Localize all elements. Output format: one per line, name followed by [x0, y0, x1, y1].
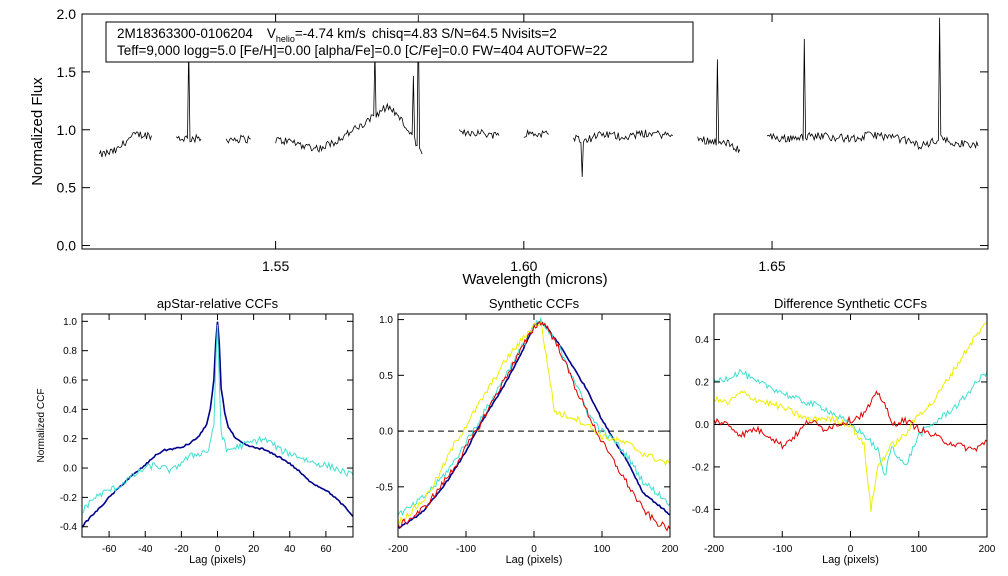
- y-tick-label: 0.2: [63, 434, 77, 445]
- x-tick-label: -20: [174, 544, 189, 555]
- annotation-line1-v-val: =-4.74 km/s: [295, 26, 366, 41]
- panel-difference-ccf: -200 -100 0 100 200 -0.4 -0.2 0.0 0.2 0.4 Differen…: [692, 296, 996, 566]
- y-tick-label: 0.4: [63, 405, 77, 416]
- y-axis-label: Normalized Flux: [29, 77, 46, 186]
- panel-spectrum: 1.55 1.60 1.65 0.0 0.5 1.0 1.5 2.0 Wavelength (m…: [29, 6, 989, 288]
- panel-title: Synthetic CCFs: [489, 296, 580, 311]
- x-tick-label: 20: [248, 544, 260, 555]
- y-tick-label: 0.0: [63, 464, 77, 475]
- annotation-line1-v: V: [267, 26, 276, 41]
- y-tick-label: 1.0: [57, 122, 77, 138]
- panel-apstar-ccf: -60 -40 -20 0 20 40 60 -0.4 -0.2 0.0 0.2 0.4 0.6 0.8 1…: [36, 296, 354, 566]
- x-tick-label: 60: [320, 544, 332, 555]
- series-visit-2: [82, 324, 353, 513]
- x-tick-label: 200: [662, 544, 679, 555]
- x-axis-label: Lag (pixels): [506, 554, 563, 566]
- x-tick-label: 0: [215, 544, 221, 555]
- y-tick-label: 0.5: [57, 180, 77, 196]
- annotation-line1-id: 2M18363300-0106204: [117, 26, 253, 41]
- x-tick-label: -100: [456, 544, 476, 555]
- x-axis-label: Lag (pixels): [189, 554, 246, 566]
- x-tick-label: -200: [388, 544, 408, 555]
- annotation-line-1: 2M18363300-0106204 Vhelio=-4.74 km/s chisq…: [117, 26, 557, 44]
- panel-title: apStar-relative CCFs: [157, 296, 279, 311]
- x-tick-label: 0: [531, 544, 537, 555]
- y-tick-label: 2.0: [57, 6, 77, 22]
- y-tick-label: 0.0: [57, 238, 77, 254]
- plot-frame: [397, 313, 671, 538]
- x-tick-label: 200: [979, 544, 996, 555]
- y-tick-label: 0.8: [63, 346, 77, 357]
- y-tick-label: -0.4: [60, 522, 78, 533]
- y-tick-label: 0.0: [379, 427, 393, 438]
- x-tick-label: -40: [138, 544, 153, 555]
- y-tick-label: 1.0: [63, 317, 77, 328]
- y-tick-label: -0.4: [692, 505, 710, 516]
- y-tick-label: 0.6: [63, 376, 77, 387]
- y-tick-label: 0.5: [379, 371, 393, 382]
- series-visit-3: [398, 320, 670, 527]
- x-tick-label: 40: [284, 544, 296, 555]
- y-tick-label: 0.4: [695, 335, 709, 346]
- x-tick-label: 1.65: [758, 258, 785, 274]
- series-visit-3: [714, 322, 987, 513]
- x-axis-label: Wavelength (microns): [462, 271, 607, 288]
- x-tick-label: 1.55: [262, 258, 289, 274]
- panel-title: Difference Synthetic CCFs: [774, 296, 927, 311]
- y-tick-label: 0.0: [695, 420, 709, 431]
- series-visit-1: [82, 321, 353, 528]
- x-tick-label: 100: [594, 544, 611, 555]
- y-axis-label: Normalized CCF: [36, 389, 47, 463]
- series-visit-4: [714, 390, 987, 453]
- x-axis-label: Lag (pixels): [822, 554, 879, 566]
- y-tick-label: 1.0: [379, 315, 393, 326]
- y-tick-label: 0.2: [695, 377, 709, 388]
- y-tick-label: 1.5: [57, 64, 77, 80]
- annotation-line1-v-sub: helio: [276, 34, 295, 44]
- x-tick-label: -200: [704, 544, 724, 555]
- y-tick-label: -0.2: [60, 493, 78, 504]
- y-tick-label: -0.2: [692, 462, 710, 473]
- annotation-line-2: Teff=9,000 logg=5.0 [Fe/H]=0.00 [alpha/F…: [117, 43, 608, 58]
- x-tick-label: -60: [102, 544, 117, 555]
- panel-synthetic-ccf: -200 -100 0 100 200 -0.5 0.0 0.5 1.0 Synthetic CC…: [376, 296, 679, 566]
- x-tick-label: 0: [848, 544, 854, 555]
- x-tick-label: -100: [772, 544, 792, 555]
- plot-frame: [81, 313, 354, 538]
- plot-frame: [81, 13, 989, 250]
- annotation-box: 2M18363300-0106204 Vhelio=-4.74 km/s chisq…: [105, 21, 694, 63]
- annotation-line1-rest: chisq=4.83 S/N=64.5 Nvisits=2: [372, 26, 557, 41]
- series-visit-4: [398, 320, 670, 532]
- series-visit-1: [398, 320, 670, 529]
- y-tick-label: -0.5: [376, 482, 394, 493]
- series-visit-2: [398, 316, 670, 517]
- x-tick-label: 100: [910, 544, 927, 555]
- x-tick-label: 1.60: [510, 258, 537, 274]
